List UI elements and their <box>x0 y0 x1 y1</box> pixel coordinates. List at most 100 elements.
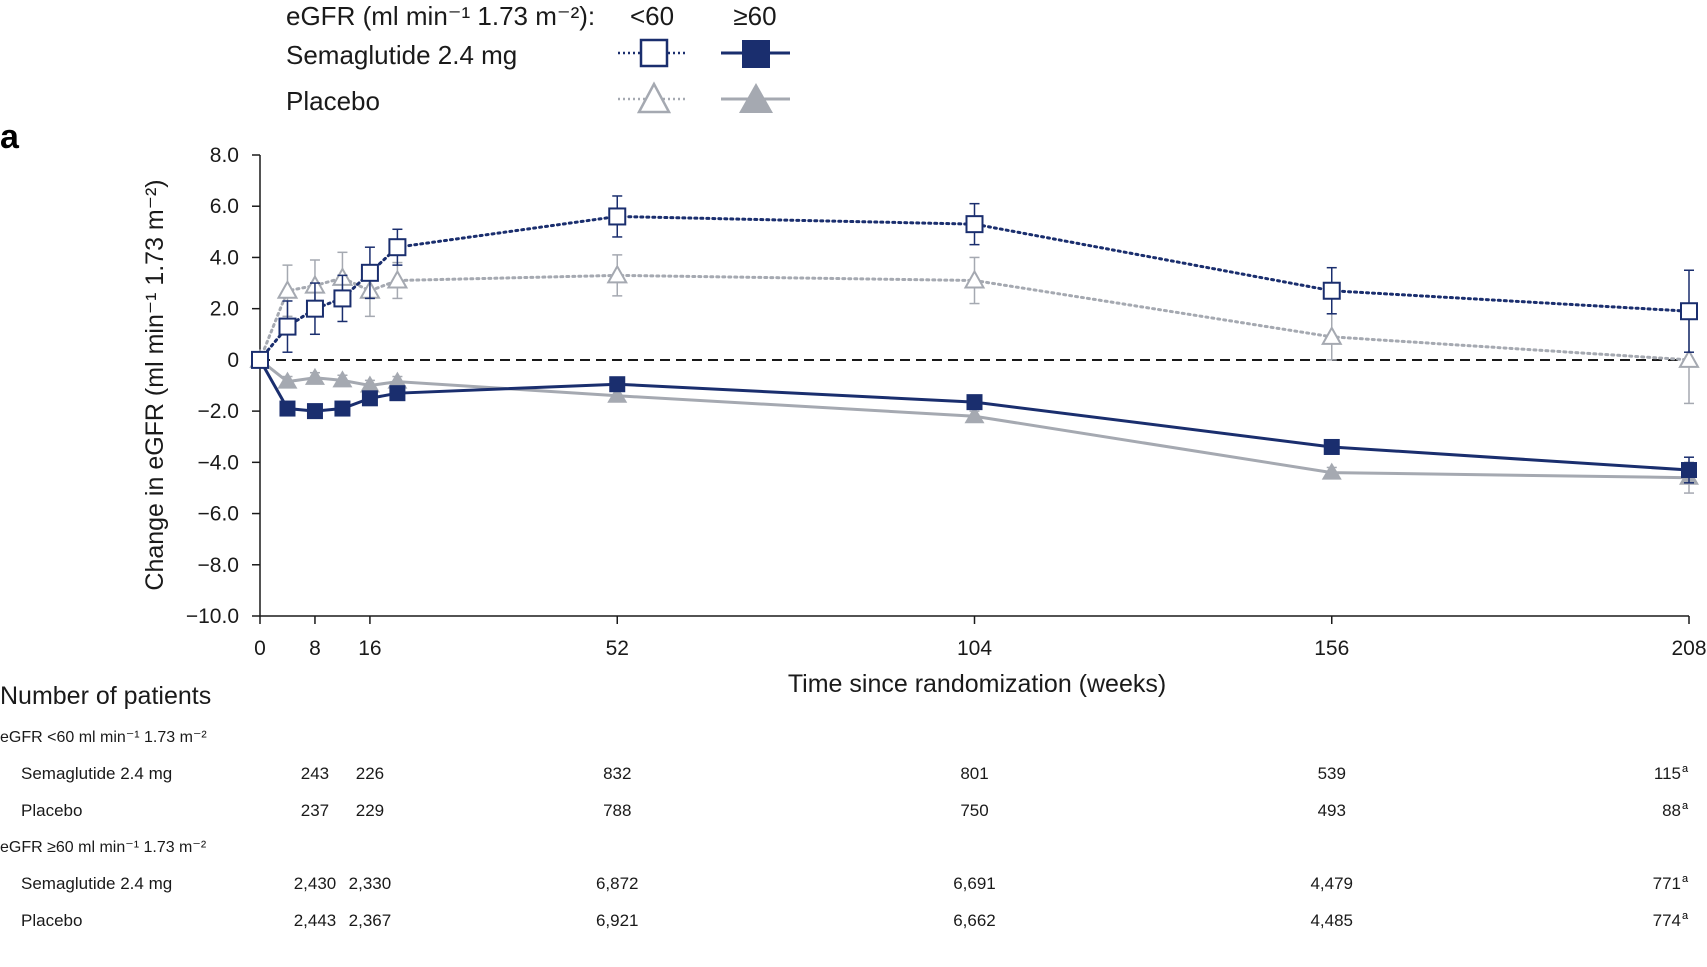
data-point <box>389 385 406 402</box>
patient-count: 4,485 <box>1310 911 1353 930</box>
data-point <box>306 403 323 420</box>
data-point <box>963 269 986 289</box>
legend-row-semaglutide: Semaglutide 2.4 mg <box>286 40 517 70</box>
patient-count: 801 <box>960 764 988 783</box>
legend-placebo-ge60-icon <box>721 83 790 113</box>
patient-count: 6,662 <box>953 911 996 930</box>
data-point <box>965 215 984 234</box>
panel-label: a <box>0 118 20 156</box>
patient-count: 88 <box>1662 801 1681 820</box>
x-tick-label: 0 <box>254 637 266 660</box>
data-point <box>305 299 324 318</box>
patients-table-title: Number of patients <box>0 682 211 710</box>
legend-semaglutide-lt60-icon <box>618 38 686 68</box>
data-point <box>332 370 353 388</box>
row-label-semaglutide-ge60: Semaglutide 2.4 mg <box>21 874 172 893</box>
data-point <box>251 350 269 369</box>
patient-count: 6,872 <box>596 874 639 893</box>
patient-count-footnote: a <box>1682 800 1689 812</box>
patient-count: 774 <box>1653 911 1681 930</box>
data-point <box>966 394 983 411</box>
series-triangle-filled-ge60 <box>250 349 1699 494</box>
data-point <box>388 238 407 257</box>
patient-count-footnote: a <box>1682 763 1689 775</box>
data-point <box>276 279 299 299</box>
y-tick-label: 6.0 <box>210 195 239 218</box>
legend: eGFR (ml min⁻¹ 1.73 m⁻²): <60 ≥60 Semagl… <box>286 1 790 116</box>
data-point <box>278 317 297 336</box>
legend-title: eGFR (ml min⁻¹ 1.73 m⁻²): <box>286 1 595 31</box>
patient-count: 115 <box>1654 764 1681 783</box>
data-point <box>607 385 628 403</box>
series-line <box>258 214 1691 362</box>
group-header-ge60: eGFR ≥60 ml min⁻¹ 1.73 m⁻² <box>0 839 207 856</box>
patient-count: 788 <box>603 801 631 820</box>
series-layer <box>249 195 1700 494</box>
data-point <box>609 376 626 393</box>
row-label-semaglutide-lt60: Semaglutide 2.4 mg <box>21 764 172 783</box>
legend-column-lt60: <60 <box>630 1 674 31</box>
data-point <box>1323 438 1340 455</box>
x-axis-title: Time since randomization (weeks) <box>788 670 1166 698</box>
row-label-placebo-lt60: Placebo <box>21 801 82 820</box>
patient-count: 4,479 <box>1310 874 1353 893</box>
patient-count: 2,430 <box>294 874 337 893</box>
legend-column-ge60: ≥60 <box>733 1 776 31</box>
data-point <box>386 269 409 289</box>
x-tick-label: 208 <box>1671 637 1706 660</box>
legend-row-placebo: Placebo <box>286 86 380 116</box>
y-tick-label: −10.0 <box>186 605 239 628</box>
patient-count: 750 <box>960 801 988 820</box>
x-tick-label: 16 <box>358 637 381 660</box>
y-tick-label: −8.0 <box>198 554 239 577</box>
data-point <box>964 406 985 424</box>
y-tick-label: 8.0 <box>210 144 239 167</box>
patient-count: 6,921 <box>596 911 639 930</box>
series-line <box>258 359 1690 472</box>
patient-count: 2,443 <box>294 911 337 930</box>
data-point <box>361 390 378 407</box>
y-tick-label: −4.0 <box>198 451 239 474</box>
x-tick-label: 8 <box>309 637 321 660</box>
patient-count-footnote: a <box>1682 873 1689 885</box>
data-point <box>606 264 628 284</box>
patient-count: 832 <box>603 764 631 783</box>
x-ticks: 0 8 16 52 104 156 208 <box>254 616 1707 660</box>
series-triangle-open-lt60 <box>249 251 1700 405</box>
data-point <box>1322 281 1341 300</box>
data-point <box>359 375 380 393</box>
patient-count: 771 <box>1653 874 1681 893</box>
row-label-placebo-ge60: Placebo <box>21 911 82 930</box>
series-line <box>258 273 1691 362</box>
y-tick-label: 2.0 <box>210 298 239 321</box>
data-point <box>1681 462 1697 479</box>
data-point <box>387 371 408 389</box>
data-point <box>279 400 296 417</box>
patient-count-footnote: a <box>1682 910 1689 922</box>
patient-count: 2,330 <box>349 874 392 893</box>
legend-placebo-lt60-icon <box>618 81 686 114</box>
x-tick-label: 52 <box>606 637 629 660</box>
y-ticks: 8.0 6.0 4.0 2.0 0 −2.0 −4.0 −6.0 −8.0 −10.0 <box>186 144 260 628</box>
data-point <box>1321 325 1343 345</box>
legend-semaglutide-ge60-icon <box>721 40 790 68</box>
patient-count: 226 <box>356 764 384 783</box>
data-point <box>334 400 351 417</box>
series-line <box>259 358 1690 480</box>
group-header-lt60: eGFR <60 ml min⁻¹ 1.73 m⁻² <box>0 729 207 746</box>
x-tick-label: 156 <box>1314 637 1349 660</box>
patient-count: 539 <box>1318 764 1346 783</box>
data-point <box>1321 462 1342 480</box>
y-tick-label: −2.0 <box>198 400 239 423</box>
data-point <box>360 263 379 282</box>
y-axis-title: Change in eGFR (ml min⁻¹ 1.73 m⁻²) <box>141 179 169 590</box>
x-tick-label: 104 <box>957 637 992 660</box>
patient-count: 2,367 <box>349 911 392 930</box>
y-tick-label: 4.0 <box>210 246 239 269</box>
patient-count: 6,691 <box>953 874 996 893</box>
data-point <box>1680 302 1698 321</box>
y-tick-label: 0 <box>227 349 239 372</box>
data-point <box>608 207 627 226</box>
patients-table: Number of patients eGFR <60 ml min⁻¹ 1.7… <box>0 682 1689 930</box>
